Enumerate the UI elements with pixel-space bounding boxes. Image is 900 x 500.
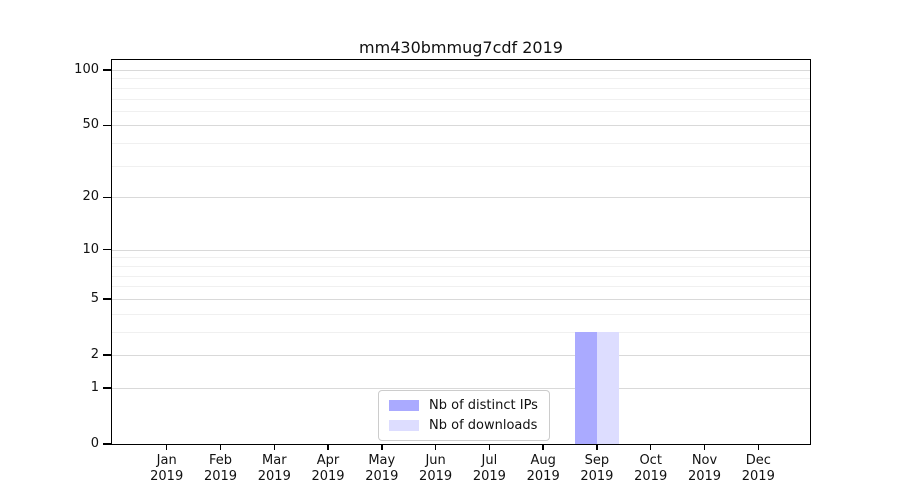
x-tick-label: Oct 2019 [616,453,686,484]
x-tick-year: 2019 [526,468,560,484]
major-gridline [112,197,810,199]
bar-downloads [596,331,619,444]
legend-item-downloads: Nb of downloads [389,418,538,433]
minor-gridline [112,78,810,80]
x-tick-year: 2019 [419,468,453,484]
x-tick-month: Nov [691,453,718,468]
x-tick-year: 2019 [257,468,291,484]
x-tick-label: Apr 2019 [293,453,363,484]
x-tick-year: 2019 [580,468,614,484]
legend-label-distinct-ips: Nb of distinct IPs [429,398,538,413]
chart-title: mm430bmmug7cdf 2019 [359,38,563,57]
minor-gridline [112,87,810,89]
x-tick-month: Jan [156,453,177,468]
minor-gridline [112,331,810,333]
x-tick-mark [757,444,760,450]
x-tick-month: Jul [481,453,498,468]
x-tick-year: 2019 [741,468,775,484]
y-tick-label: 2 [90,347,99,362]
x-tick-label: Jul 2019 [454,453,524,484]
y-tick-mark [103,196,112,199]
y-tick-label: 100 [74,62,99,77]
x-tick-mark [649,444,652,450]
x-tick-year: 2019 [150,468,184,484]
x-tick-label: Jan 2019 [132,453,202,484]
x-tick-mark [703,444,706,450]
y-tick-mark [103,124,112,127]
minor-gridline [112,265,810,267]
y-tick-mark [103,248,112,251]
bar-distinct-ips [574,331,597,444]
x-tick-year: 2019 [472,468,506,484]
plot-area: Nb of distinct IPs Nb of downloads [112,60,810,444]
minor-gridline [112,110,810,112]
major-gridline [112,70,810,71]
x-tick-month: May [368,453,396,468]
x-tick-month: Mar [262,453,287,468]
y-tick-label: 5 [90,290,99,306]
x-tick-year: 2019 [687,468,722,484]
major-gridline [112,355,810,356]
x-tick-year: 2019 [203,468,238,484]
grid-layer [112,60,810,444]
minor-gridline [112,165,810,167]
x-tick-mark [596,444,598,450]
x-tick-label: Nov 2019 [670,453,740,484]
x-tick-mark [542,444,544,450]
x-tick-month: Oct [639,453,662,468]
minor-gridline [112,286,810,288]
major-gridline [112,249,810,251]
legend: Nb of distinct IPs Nb of downloads [378,390,550,441]
x-tick-month: Apr [316,453,340,468]
y-tick-label: 10 [82,241,99,257]
x-tick-month: Feb [208,453,233,468]
major-gridline [112,125,810,127]
bar-layer [112,60,810,444]
y-tick-mark [103,69,112,71]
y-tick-mark [103,298,112,300]
minor-gridline [112,275,810,277]
minor-gridline [112,257,810,259]
x-tick-label: Dec 2019 [723,453,793,484]
x-tick-year: 2019 [365,468,399,484]
minor-gridline [112,143,810,145]
x-tick-label: May 2019 [347,453,417,484]
x-tick-label: Mar 2019 [239,453,309,484]
minor-gridline [112,313,810,315]
x-tick-mark [165,444,168,450]
x-tick-label: Aug 2019 [508,453,578,484]
minor-gridline [112,98,810,100]
y-tick-mark [103,387,112,389]
y-tick-label: 1 [90,379,99,395]
y-tick-mark [103,443,112,445]
y-tick-label: 50 [82,117,99,133]
major-gridline [112,387,810,389]
x-tick-mark [381,444,383,450]
x-tick-month: Sep [584,453,610,468]
legend-swatch-downloads [389,420,419,431]
x-tick-year: 2019 [634,468,668,484]
x-tick-label: Jun 2019 [401,453,471,484]
legend-label-downloads: Nb of downloads [429,418,538,433]
major-gridline [112,298,810,300]
x-tick-month: Aug [530,453,556,468]
x-tick-mark [219,444,222,450]
x-tick-month: Jun [425,453,446,468]
x-tick-year: 2019 [311,468,345,484]
x-tick-mark [488,444,491,450]
x-tick-label: Sep 2019 [562,453,632,484]
x-tick-month: Dec [745,453,771,468]
x-tick-mark [273,444,276,450]
legend-swatch-distinct-ips [389,400,419,411]
y-tick-label: 20 [82,189,99,205]
legend-item-distinct-ips: Nb of distinct IPs [389,398,538,413]
x-tick-label: Feb 2019 [186,453,256,484]
y-tick-label: 0 [90,436,99,451]
y-tick-mark [103,354,112,356]
x-tick-mark [327,444,329,450]
x-tick-mark [434,444,437,450]
